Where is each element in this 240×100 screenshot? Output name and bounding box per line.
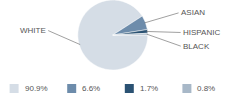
svg-text:HISPANIC: HISPANIC — [183, 28, 220, 37]
svg-text:WHITE: WHITE — [20, 26, 46, 35]
svg-text:BLACK: BLACK — [183, 42, 210, 51]
svg-text:90.9%: 90.9% — [25, 84, 48, 93]
svg-text:ASIAN: ASIAN — [181, 8, 205, 17]
svg-text:6.6%: 6.6% — [82, 84, 100, 93]
svg-text:0.8%: 0.8% — [197, 84, 215, 93]
svg-text:1.7%: 1.7% — [140, 84, 158, 93]
